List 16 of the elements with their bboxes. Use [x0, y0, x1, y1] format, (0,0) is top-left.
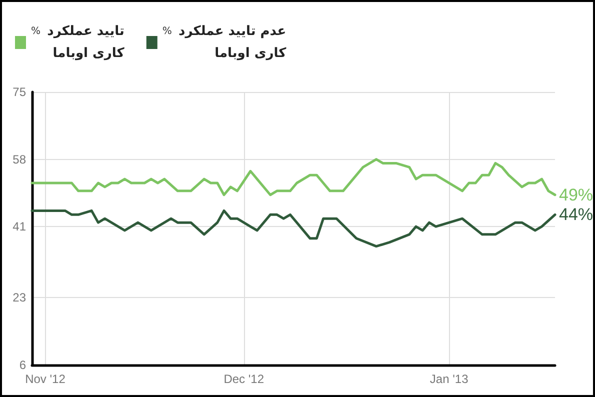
y-tick-label: 6 [19, 358, 26, 372]
x-tick-label: Jan '13 [430, 372, 469, 386]
x-tick-label: Nov '12 [25, 372, 66, 386]
x-tick-label: Dec '12 [224, 372, 264, 386]
y-tick-label: 58 [12, 152, 26, 166]
data-label: 44% [559, 205, 594, 224]
y-tick-label: 23 [12, 290, 26, 305]
text: % [162, 26, 172, 37]
data-label: 49% [559, 185, 594, 204]
line-series [30, 209, 556, 248]
legend-label: عدم تایید عملکرد کاری اوباما [178, 24, 287, 61]
y-axis-title: % [31, 26, 41, 37]
line-series [30, 158, 556, 196]
y-tick-label: 41 [12, 220, 26, 234]
legend-label: تایید عملکرد کاری اوباما [47, 24, 125, 61]
y-tick-label: 75 [12, 85, 26, 99]
